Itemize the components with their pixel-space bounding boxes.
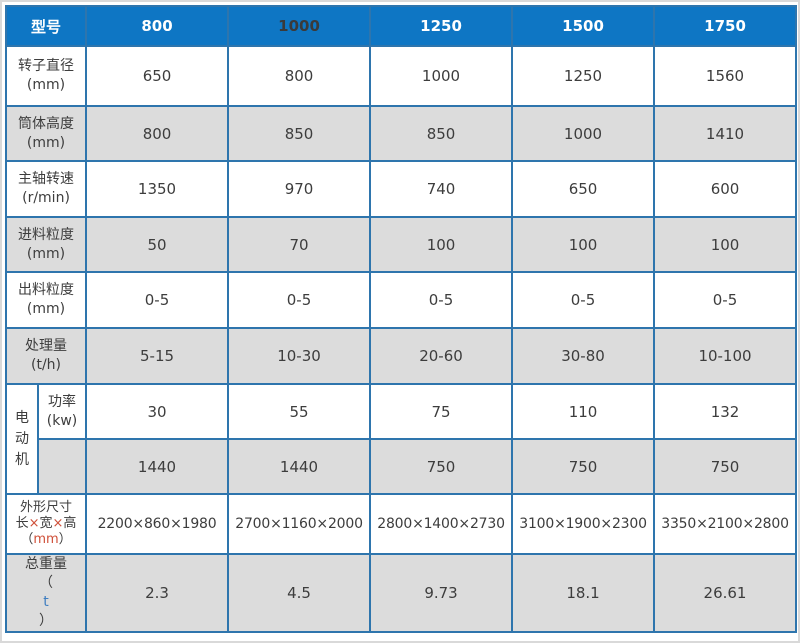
table-row-capacity: 处理量 (t/h) 5-15 10-30 20-60 30-80 10-100 bbox=[4, 327, 798, 385]
model-column-header: 1000 bbox=[227, 5, 372, 47]
table-row-motor-speed: 1440 1440 750 750 750 bbox=[6, 438, 798, 495]
model-column-header: 800 bbox=[85, 5, 230, 47]
spec-value-cell: 100 bbox=[511, 216, 656, 273]
spec-value-cell: 1250 bbox=[511, 45, 656, 107]
spec-value-cell: 50 bbox=[85, 216, 230, 273]
spec-value-cell: 0-5 bbox=[511, 271, 656, 329]
row-label-line2: (mm) bbox=[26, 77, 66, 93]
model-column-header: 1250 bbox=[369, 5, 514, 47]
row-sublabel-empty bbox=[36, 438, 88, 495]
spec-value-cell: 10-100 bbox=[653, 327, 798, 385]
spec-value-cell: 10-30 bbox=[227, 327, 372, 385]
spec-value-cell: 1440 bbox=[85, 438, 230, 495]
spec-value-cell: 30 bbox=[85, 383, 230, 440]
row-label-line2: (mm) bbox=[26, 245, 66, 262]
spec-table: 型号 800 1000 1250 1500 1750 转子直径 (mm) 650… bbox=[4, 5, 798, 633]
spec-value-cell: 650 bbox=[511, 160, 656, 218]
row-label-line1: 总重量 bbox=[25, 556, 67, 572]
spec-value-cell: 800 bbox=[85, 105, 230, 162]
row-label-line1: 外形尺寸 bbox=[20, 499, 73, 515]
row-label: 主轴转速 (r/min) bbox=[4, 160, 88, 218]
spec-value-cell: 1000 bbox=[511, 105, 656, 162]
row-label-line2: (r/min) bbox=[22, 190, 70, 206]
row-sublabel: 功率 (kw) bbox=[36, 383, 88, 440]
spec-value-cell: 740 bbox=[369, 160, 514, 218]
spec-value-cell: 2.3 bbox=[85, 553, 230, 633]
header-model-label: 型号 bbox=[4, 5, 88, 47]
spec-value-cell: 650 bbox=[85, 45, 230, 107]
spec-value-cell: 30-80 bbox=[511, 327, 656, 385]
spec-value-cell: 850 bbox=[369, 105, 514, 162]
spec-value-cell: 100 bbox=[653, 216, 798, 273]
row-label-line1: 转子直径 bbox=[18, 58, 74, 75]
spec-value-cell: 0-5 bbox=[227, 271, 372, 329]
table-row-motor-power: 电动机 功率 (kw) 30 55 75 110 132 bbox=[5, 383, 798, 495]
spec-value-cell: 1000 bbox=[369, 45, 514, 107]
spec-value-cell: 26.61 bbox=[653, 553, 798, 633]
spec-value-cell: 55 bbox=[227, 383, 372, 440]
table-row-cylinder-height: 筒体高度 (mm) 800 850 850 1000 1410 bbox=[4, 105, 798, 162]
table-row-dimensions: 外形尺寸 长×宽×高 （mm） 2200×860×1980 2700×1160×… bbox=[4, 493, 798, 555]
spec-value-cell: 4.5 bbox=[227, 553, 372, 633]
row-label-line1: 进料粒度 bbox=[18, 226, 74, 243]
spec-value-cell: 0-5 bbox=[369, 271, 514, 329]
spec-value-cell: 18.1 bbox=[511, 553, 656, 633]
spec-value-cell: 20-60 bbox=[369, 327, 514, 385]
spec-value-cell: 800 bbox=[227, 45, 372, 107]
row-label-line2: 长×宽×高 bbox=[15, 515, 77, 531]
row-label-line2: （t） bbox=[39, 574, 53, 629]
spec-value-cell: 1410 bbox=[653, 105, 798, 162]
spec-value-cell: 750 bbox=[369, 438, 514, 495]
spec-value-cell: 75 bbox=[369, 383, 514, 440]
row-label-line1: 处理量 bbox=[25, 338, 67, 355]
spec-value-cell: 600 bbox=[653, 160, 798, 218]
spec-value-cell: 110 bbox=[511, 383, 656, 440]
row-label-line2: (kw) bbox=[46, 412, 78, 429]
spec-value-cell: 2700×1160×2000 bbox=[227, 493, 372, 555]
motor-group-label: 电动机 bbox=[5, 383, 39, 495]
spec-value-cell: 750 bbox=[653, 438, 798, 495]
row-label-line1: 筒体高度 bbox=[18, 115, 74, 132]
spec-value-cell: 3350×2100×2800 bbox=[653, 493, 798, 555]
spec-value-cell: 970 bbox=[227, 160, 372, 218]
header-row: 型号 800 1000 1250 1500 1750 bbox=[4, 5, 798, 47]
spec-value-cell: 2200×860×1980 bbox=[85, 493, 230, 555]
spec-value-cell: 1440 bbox=[227, 438, 372, 495]
spec-value-cell: 2800×1400×2730 bbox=[369, 493, 514, 555]
table-row-spindle-speed: 主轴转速 (r/min) 1350 970 740 650 600 bbox=[4, 160, 798, 218]
model-column-header: 1750 bbox=[653, 5, 798, 47]
row-label: 转子直径 (mm) bbox=[4, 45, 88, 107]
spec-value-cell: 0-5 bbox=[653, 271, 798, 329]
spec-value-cell: 100 bbox=[369, 216, 514, 273]
row-label-line2: (mm) bbox=[26, 134, 66, 151]
spec-value-cell: 1350 bbox=[85, 160, 230, 218]
row-label-line1: 出料粒度 bbox=[18, 282, 74, 299]
spec-value-cell: 850 bbox=[227, 105, 372, 162]
row-label-line2: (mm) bbox=[26, 301, 66, 317]
table-row-feed-size: 进料粒度 (mm) 50 70 100 100 100 bbox=[4, 216, 798, 273]
table-row-total-weight: 总重量 （t） 2.3 4.5 9.73 18.1 26.61 bbox=[4, 553, 798, 633]
spec-value-cell: 1560 bbox=[653, 45, 798, 107]
table-row-rotor-diameter: 转子直径 (mm) 650 800 1000 1250 1560 bbox=[4, 45, 798, 107]
spec-value-cell: 9.73 bbox=[369, 553, 514, 633]
model-column-header: 1500 bbox=[511, 5, 656, 47]
row-label-line3: （mm） bbox=[20, 532, 72, 548]
row-label: 外形尺寸 长×宽×高 （mm） bbox=[4, 493, 88, 555]
spec-value-cell: 5-15 bbox=[85, 327, 230, 385]
row-label: 进料粒度 (mm) bbox=[4, 216, 88, 273]
spec-value-cell: 70 bbox=[227, 216, 372, 273]
row-label: 处理量 (t/h) bbox=[4, 327, 88, 385]
row-label: 筒体高度 (mm) bbox=[4, 105, 88, 162]
row-label: 出料粒度 (mm) bbox=[4, 271, 88, 329]
spec-value-cell: 0-5 bbox=[85, 271, 230, 329]
spec-value-cell: 3100×1900×2300 bbox=[511, 493, 656, 555]
table-row-discharge-size: 出料粒度 (mm) 0-5 0-5 0-5 0-5 0-5 bbox=[4, 271, 798, 329]
spec-value-cell: 132 bbox=[653, 383, 798, 440]
spec-value-cell: 750 bbox=[511, 438, 656, 495]
row-label-line1: 主轴转速 bbox=[18, 171, 74, 188]
row-label: 总重量 （t） bbox=[4, 553, 88, 633]
row-label-line2: (t/h) bbox=[31, 357, 62, 373]
row-label-line1: 功率 bbox=[48, 393, 76, 410]
